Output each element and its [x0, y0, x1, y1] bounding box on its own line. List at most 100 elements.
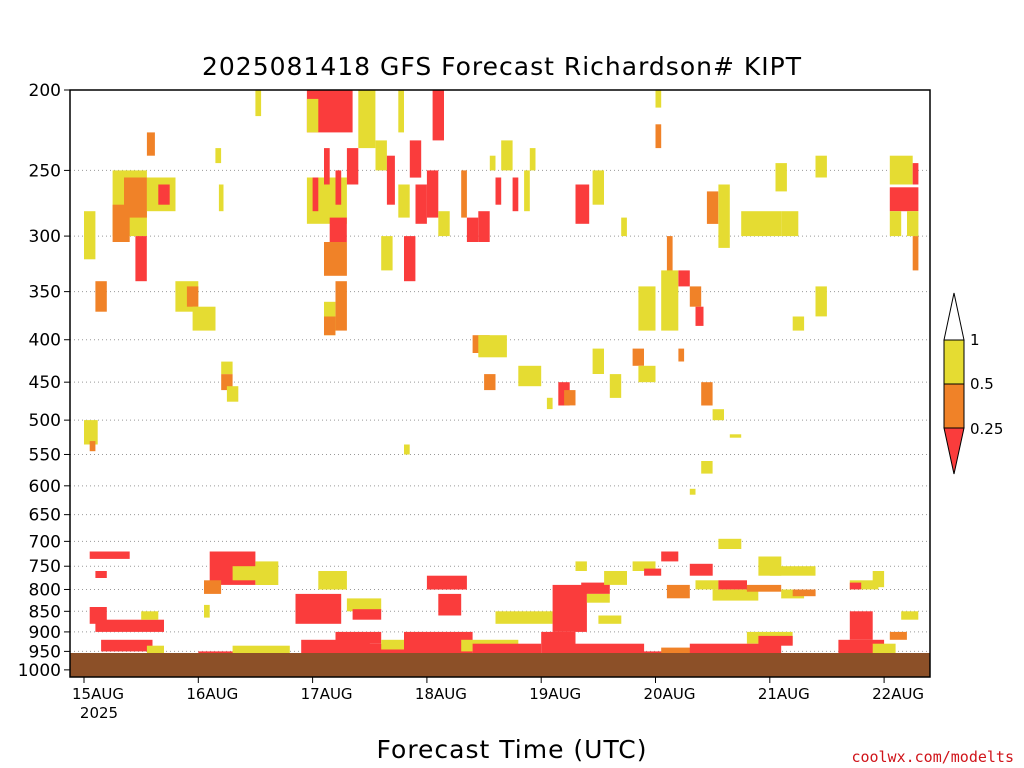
ri-cell: [232, 645, 290, 654]
ri-cell: [95, 571, 107, 578]
ri-cell: [324, 148, 330, 185]
ri-cell: [324, 242, 347, 276]
ri-cell: [124, 177, 147, 218]
ri-cell: [426, 575, 467, 590]
ri-cell: [792, 316, 805, 331]
ri-cell: [889, 631, 907, 640]
ri-cell: [478, 335, 507, 358]
colorbar-label-0.25: 0.25: [970, 420, 1003, 438]
ri-cell: [564, 390, 576, 406]
ri-cell: [912, 163, 919, 185]
ri-cell: [666, 584, 690, 599]
ri-cell: [375, 140, 387, 171]
ri-cell: [146, 645, 164, 654]
colorbar-orange: [943, 383, 965, 429]
chart-title: 2025081418 GFS Forecast Richardson# KIPT: [202, 52, 802, 81]
y-tick-label: 500: [29, 411, 61, 431]
ri-cell: [89, 441, 96, 452]
ri-cell: [604, 571, 627, 585]
ri-cell: [678, 270, 690, 287]
ri-cell: [815, 155, 827, 178]
ri-cell: [398, 184, 410, 218]
ri-cell: [495, 611, 553, 624]
ri-cell: [318, 571, 347, 590]
ri-cell: [741, 211, 782, 237]
ri-cell: [592, 348, 604, 374]
ri-cell: [438, 593, 462, 616]
y-tick-label: 1000: [18, 661, 61, 681]
colorbar: 1 0.5 0.25: [943, 292, 1003, 475]
ri-cell: [529, 148, 536, 171]
ri-cell: [329, 217, 347, 242]
ri-cell: [792, 589, 816, 597]
ri-cell: [661, 647, 696, 658]
ri-cell: [381, 236, 393, 271]
ri-cell: [546, 397, 553, 410]
colorbar-yellow: [943, 339, 965, 385]
ri-cell: [695, 306, 704, 326]
ri-cell: [575, 184, 590, 224]
y-tick-label: 900: [29, 623, 61, 643]
ri-cell: [386, 155, 395, 205]
colorbar-top-triangle: [943, 292, 965, 341]
ri-cell: [404, 236, 416, 282]
ri-cell: [398, 90, 404, 133]
ri-cell: [644, 568, 662, 576]
ri-cell: [495, 177, 502, 205]
ri-cell: [609, 374, 622, 398]
y-tick-label: 650: [29, 506, 61, 526]
ri-cell: [689, 563, 713, 576]
ri-cell: [404, 444, 410, 455]
ri-cell: [655, 124, 662, 149]
ri-cell: [335, 170, 342, 205]
ri-cell: [324, 316, 336, 336]
x-tick-label: 21AUG: [758, 685, 810, 703]
ri-cell: [158, 184, 170, 205]
y-tick-label: 600: [29, 477, 61, 497]
y-tick-label: 450: [29, 373, 61, 393]
ri-cell: [592, 170, 604, 205]
ri-cell: [95, 619, 164, 632]
y-tick-label: 800: [29, 580, 61, 600]
ri-cell: [95, 281, 107, 312]
ri-cell: [718, 580, 747, 590]
ri-cell: [838, 639, 885, 656]
ri-cell: [501, 140, 513, 171]
ri-cell: [689, 286, 702, 307]
ri-cell: [112, 204, 130, 242]
ri-cell: [432, 90, 444, 141]
ri-cell: [678, 348, 685, 362]
ri-cell: [226, 386, 239, 402]
x-tick-label: 18AUG: [415, 685, 467, 703]
ri-cell: [872, 643, 896, 656]
ri-cell: [564, 643, 645, 656]
ri-cell: [815, 286, 827, 317]
y-tick-label: 700: [29, 532, 61, 552]
y-tick-label: 850: [29, 602, 61, 622]
ri-cell: [295, 593, 342, 624]
ri-cell: [489, 155, 496, 171]
ri-cell: [135, 236, 147, 282]
ri-cell: [632, 561, 656, 571]
ri-cell: [889, 187, 919, 212]
ri-cell: [89, 551, 130, 559]
x-tick-label: 19AUG: [529, 685, 581, 703]
ri-cell: [352, 609, 382, 620]
ri-cell: [84, 211, 96, 260]
ri-cell: [655, 90, 662, 108]
x-tick-label: 20AUG: [644, 685, 696, 703]
ri-cell: [581, 582, 610, 594]
x-tick-label: 22AUG: [872, 685, 924, 703]
ri-cell: [729, 434, 742, 438]
ri-cell: [889, 155, 913, 185]
ri-cell: [381, 639, 410, 650]
ri-cell: [484, 374, 496, 391]
ri-cell: [769, 566, 816, 576]
ri-cell: [712, 409, 724, 421]
ri-cell: [661, 270, 679, 331]
ri-cell: [461, 170, 467, 218]
credit-link[interactable]: coolwx.com/modelts: [851, 748, 1014, 766]
ri-cell: [221, 374, 233, 391]
ri-cell: [518, 365, 542, 387]
ri-cell: [621, 217, 627, 237]
